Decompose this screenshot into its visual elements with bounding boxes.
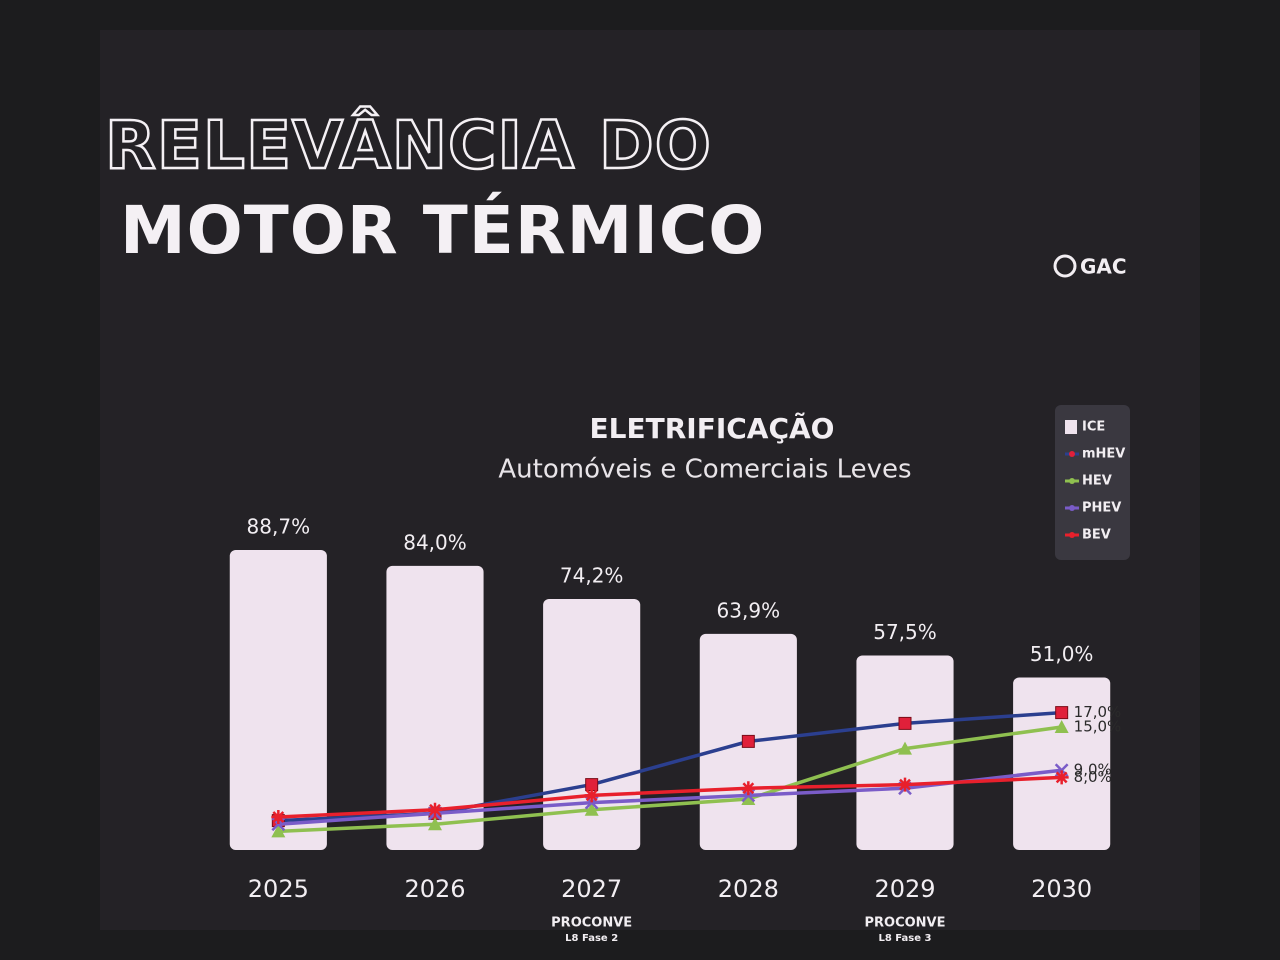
legend-label: PHEV bbox=[1082, 501, 1121, 516]
marker bbox=[898, 716, 912, 730]
bar-value-label: 63,9% bbox=[717, 598, 781, 622]
x-tick-label: 2028 bbox=[718, 875, 779, 903]
bar-value-label: 84,0% bbox=[403, 530, 467, 554]
series-line bbox=[278, 725, 1062, 834]
marker bbox=[1054, 770, 1069, 785]
category-note-sub: L8 Fase 2 bbox=[565, 933, 618, 944]
bar-value-label: 57,5% bbox=[873, 620, 937, 644]
line-value-label: 8,0% bbox=[1074, 768, 1112, 786]
bar-value-label: 88,7% bbox=[247, 515, 311, 539]
category-note-sub: L8 Fase 3 bbox=[879, 933, 932, 944]
x-tick-label: 2029 bbox=[874, 875, 935, 903]
line-value-label: 9,0% bbox=[1074, 761, 1112, 779]
legend-marker bbox=[1069, 451, 1075, 457]
chart-subtitle: Automóveis e Comerciais Leves bbox=[498, 455, 911, 485]
slide-title-line-1: RELEVÂNCIA DO bbox=[105, 106, 712, 184]
category-note: PROCONVE bbox=[864, 916, 945, 931]
legend-label: BEV bbox=[1082, 528, 1111, 543]
legend-marker bbox=[1069, 532, 1075, 538]
marker bbox=[898, 777, 912, 792]
legend-marker bbox=[1069, 478, 1075, 484]
bar bbox=[543, 599, 641, 850]
marker bbox=[898, 741, 912, 755]
x-tick-label: 2030 bbox=[1031, 875, 1092, 903]
slide-title-line-2: MOTOR TÉRMICO bbox=[120, 191, 765, 269]
marker bbox=[271, 810, 286, 824]
bar bbox=[386, 565, 484, 850]
legend-label: mHEV bbox=[1082, 447, 1125, 462]
logo-icon bbox=[1053, 254, 1077, 278]
legend-marker bbox=[1069, 505, 1075, 511]
line-value-label: 17,0% bbox=[1074, 703, 1122, 721]
logo: GAC bbox=[1080, 255, 1127, 279]
marker bbox=[428, 817, 442, 831]
line-value-label: 15,0% bbox=[1074, 718, 1122, 736]
series-line bbox=[278, 775, 1062, 819]
chart-title: ELETRIFICAÇÃO bbox=[590, 411, 835, 445]
x-tick-label: 2025 bbox=[248, 875, 309, 903]
bar-value-label: 74,2% bbox=[560, 564, 624, 588]
x-tick-label: 2027 bbox=[561, 875, 622, 903]
marker bbox=[741, 792, 756, 805]
marker bbox=[428, 802, 442, 817]
legend-label: ICE bbox=[1082, 420, 1105, 435]
series-line bbox=[278, 768, 1062, 826]
bar-value-label: 51,0% bbox=[1030, 642, 1094, 666]
category-note: PROCONVE bbox=[551, 916, 632, 931]
legend-box bbox=[1055, 405, 1130, 560]
marker bbox=[584, 788, 599, 803]
marker bbox=[584, 802, 599, 816]
legend-label: HEV bbox=[1082, 474, 1112, 489]
marker bbox=[271, 824, 286, 838]
marker bbox=[1055, 706, 1069, 720]
bar bbox=[229, 550, 327, 850]
bar bbox=[1013, 677, 1111, 850]
marker bbox=[741, 734, 755, 748]
x-tick-label: 2026 bbox=[404, 875, 465, 903]
marker bbox=[1054, 720, 1069, 733]
marker bbox=[741, 781, 756, 796]
legend-swatch bbox=[1065, 420, 1077, 434]
